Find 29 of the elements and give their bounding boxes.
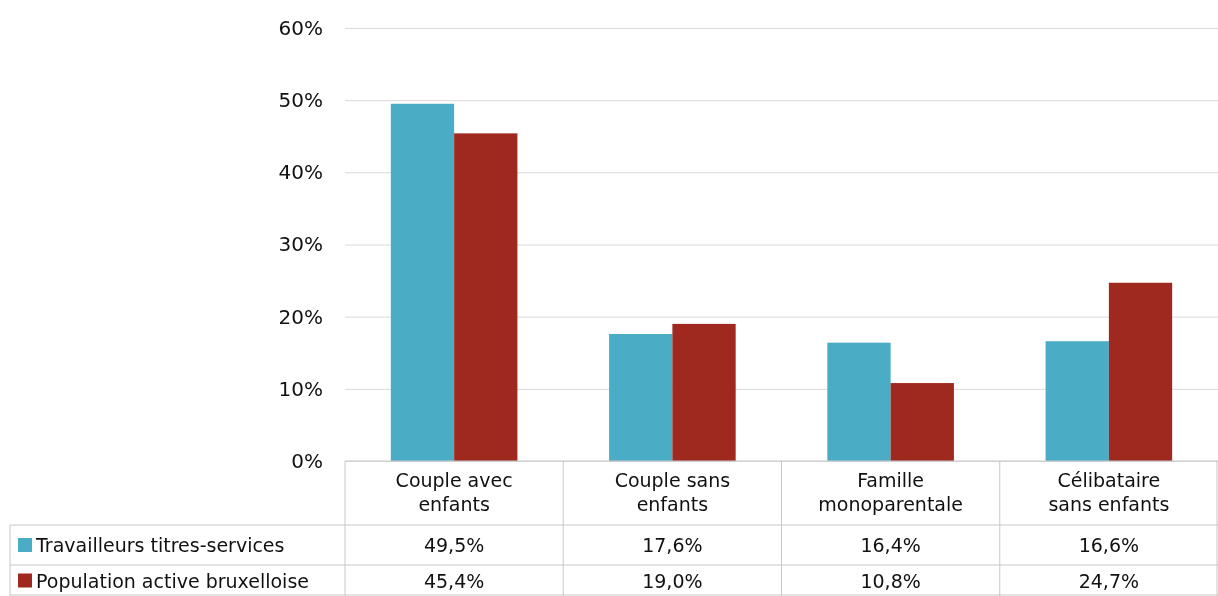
bar	[1045, 341, 1109, 461]
y-tick-label: 60%	[278, 15, 323, 40]
data-label: 45,4%	[423, 569, 485, 592]
y-tick-label: 40%	[278, 160, 323, 185]
x-tick-label: Célibataire sans enfants	[1048, 469, 1170, 515]
data-label: 24,7%	[1078, 569, 1140, 592]
bar	[672, 323, 736, 461]
x-tick-label: Couple sans enfants	[614, 469, 731, 515]
bar	[454, 133, 518, 461]
data-label: 16,6%	[1078, 534, 1140, 556]
data-label: 10,8%	[860, 569, 921, 592]
y-tick-label: 0%	[291, 448, 323, 473]
data-label: 17,6%	[642, 534, 703, 556]
legend-label: Travailleurs titres-services	[35, 534, 285, 556]
y-tick-label: 30%	[278, 232, 323, 257]
y-tick-label: 10%	[278, 376, 323, 401]
bar	[609, 333, 673, 461]
data-label: 49,5%	[423, 534, 485, 556]
data-label: 19,0%	[642, 569, 703, 592]
legend-label: Population active bruxelloise	[36, 569, 309, 592]
bar	[827, 342, 891, 461]
bar	[1108, 282, 1173, 461]
x-tick-label: Famille monoparentale	[818, 469, 963, 515]
data-label: 16,4%	[860, 534, 921, 556]
bar	[890, 383, 954, 461]
y-tick-label: 50%	[278, 88, 323, 113]
bar	[390, 103, 455, 461]
x-tick-label: Couple avec enfants	[395, 469, 513, 515]
y-tick-label: 20%	[278, 304, 323, 329]
